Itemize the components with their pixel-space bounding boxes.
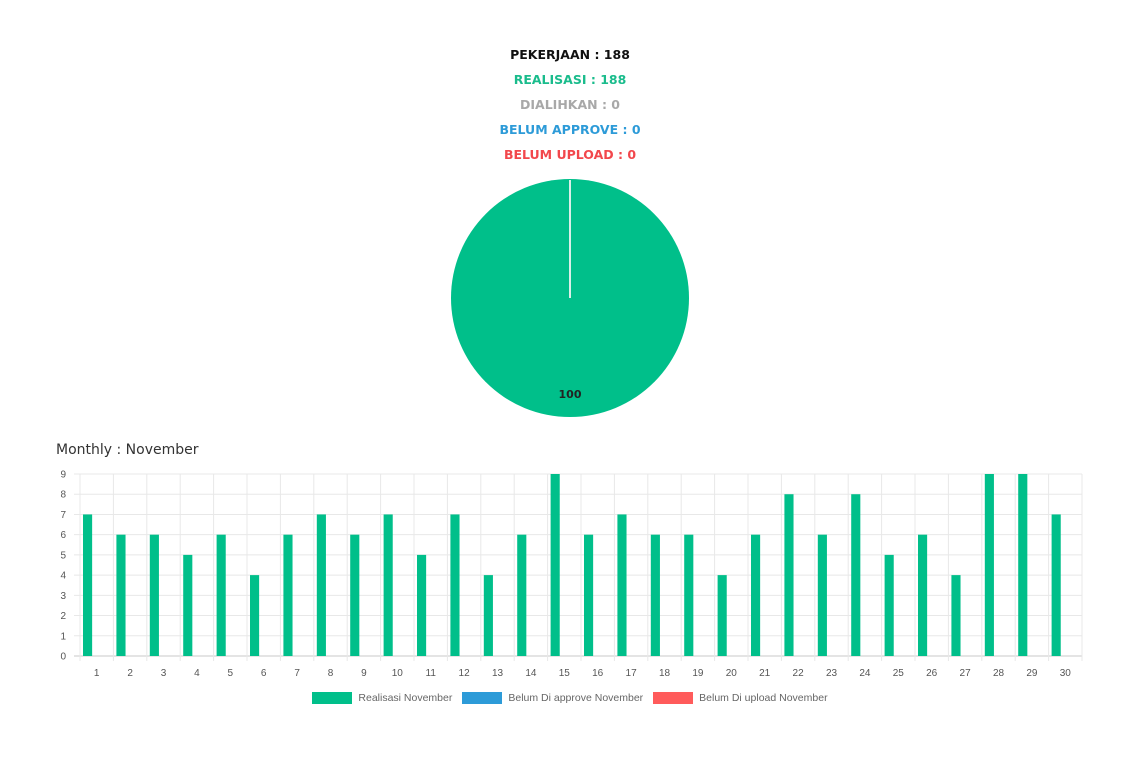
legend-item-realisasi[interactable]: Realisasi November [312,692,452,704]
bar-realisasi-november-day-8 [316,514,326,656]
monthly-chart-title: Monthly : November [56,442,199,458]
x-tick-label: 26 [926,668,938,679]
bar-realisasi-november-day-11 [417,554,427,656]
x-tick-label: 22 [793,668,805,679]
bar-realisasi-november-day-30 [1051,514,1061,656]
x-tick-label: 10 [392,668,404,679]
realisasi-count: REALISASI : 188 [513,72,627,87]
legend-label-realisasi: Realisasi November [358,692,453,704]
bar-realisasi-november-day-15 [550,474,560,656]
bar-realisasi-november-day-7 [283,534,293,656]
bar-realisasi-november-day-14 [517,534,527,656]
bar-realisasi-november-day-9 [350,534,360,656]
bar-realisasi-november-day-20 [717,575,727,656]
bar-realisasi-november-day-19 [684,534,694,656]
pekerjaan-count: PEKERJAAN : 188 [510,47,630,62]
x-tick-label: 2 [127,668,133,679]
bar-realisasi-november-day-26 [918,534,928,656]
bar-realisasi-november-day-16 [584,534,594,656]
legend-swatch-realisasi [312,692,353,704]
x-tick-label: 12 [459,668,471,679]
bar-chart-legend: Realisasi November Belum Di approve Nove… [0,692,1140,704]
bar-realisasi-november-day-29 [1018,474,1028,656]
x-tick-label: 23 [826,668,838,679]
x-tick-label: 30 [1060,668,1072,679]
x-tick-label: 17 [626,668,638,679]
x-tick-label: 20 [726,668,738,679]
legend-item-belum-approve[interactable]: Belum Di approve November [462,692,643,704]
y-tick-label: 0 [60,652,66,663]
pie-chart: 100 [451,179,689,417]
y-tick-label: 1 [60,631,66,642]
legend-item-belum-upload[interactable]: Belum Di upload November [653,692,828,704]
bar-realisasi-november-day-1 [83,514,93,656]
bar-realisasi-november-day-24 [851,494,861,656]
x-tick-label: 13 [492,668,504,679]
bar-realisasi-november-day-12 [450,514,460,656]
y-tick-label: 8 [60,490,66,501]
legend-swatch-belum-upload [653,692,694,704]
x-tick-label: 11 [426,668,437,679]
x-tick-label: 5 [228,668,234,679]
x-tick-label: 28 [993,668,1005,679]
belum-approve-count: BELUM APPROVE : 0 [499,122,641,137]
x-tick-label: 1 [94,668,100,679]
pie-data-label: 100 [559,388,582,401]
bar-realisasi-november-day-3 [149,534,159,656]
x-tick-label: 15 [559,668,571,679]
x-tick-label: 21 [759,668,771,679]
x-tick-label: 3 [161,668,167,679]
bar-realisasi-november-day-2 [116,534,126,656]
x-tick-label: 16 [592,668,604,679]
bar-realisasi-november-day-22 [784,494,794,656]
y-tick-label: 2 [60,611,66,622]
dialihkan-count: DIALIHKAN : 0 [520,97,620,112]
bar-realisasi-november-day-21 [751,534,761,656]
bar-realisasi-november-day-4 [183,554,193,656]
x-tick-label: 4 [194,668,200,679]
bar-realisasi-november-day-6 [250,575,260,656]
legend-label-belum-upload: Belum Di upload November [699,692,828,704]
summary-block: PEKERJAAN : 188 REALISASI : 188 DIALIHKA… [0,42,1140,167]
y-tick-label: 9 [60,470,66,481]
x-tick-label: 7 [294,668,300,679]
bar-realisasi-november-day-13 [483,575,493,656]
bar-realisasi-november-day-5 [216,534,226,656]
y-tick-label: 5 [60,550,66,561]
bar-realisasi-november-day-23 [817,534,827,656]
y-tick-label: 6 [60,530,66,541]
bar-realisasi-november-day-17 [617,514,627,656]
bar-realisasi-november-day-18 [650,534,660,656]
x-tick-label: 25 [893,668,905,679]
bar-realisasi-november-day-25 [884,554,894,656]
x-tick-label: 24 [859,668,871,679]
bar-realisasi-november-day-28 [984,474,994,656]
y-tick-label: 7 [60,510,66,521]
x-tick-label: 6 [261,668,267,679]
x-tick-label: 14 [525,668,537,679]
legend-label-belum-approve: Belum Di approve November [508,692,644,704]
belum-upload-count: BELUM UPLOAD : 0 [503,147,637,162]
y-tick-label: 3 [60,591,66,602]
legend-swatch-belum-approve [462,692,503,704]
x-tick-label: 18 [659,668,671,679]
bar-realisasi-november-day-10 [383,514,393,656]
x-tick-label: 29 [1026,668,1038,679]
x-tick-label: 9 [361,668,367,679]
bar-realisasi-november-day-27 [951,575,961,656]
x-tick-label: 27 [960,668,972,679]
x-tick-label: 8 [328,668,334,679]
y-tick-label: 4 [60,571,66,582]
x-tick-label: 19 [692,668,704,679]
